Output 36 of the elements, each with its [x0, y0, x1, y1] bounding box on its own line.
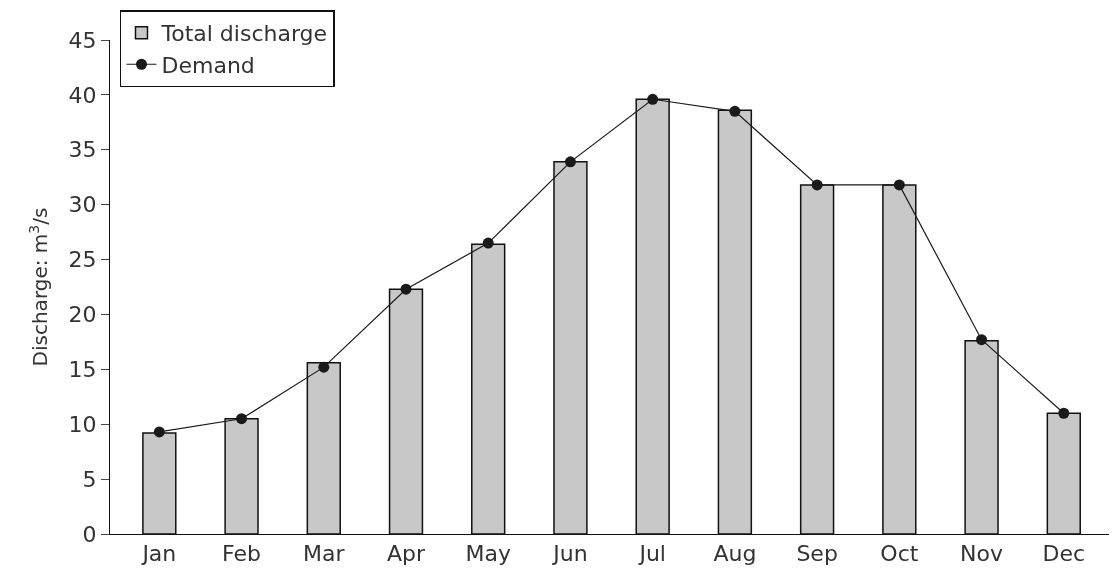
y-tick-label: 25 [68, 247, 97, 273]
x-tick-label: Oct [880, 541, 919, 567]
point [647, 93, 659, 105]
point [318, 361, 330, 373]
x-tick-label: Jun [551, 541, 588, 567]
y-tick-label: 40 [68, 82, 97, 108]
point [400, 283, 412, 295]
point [976, 334, 988, 346]
point [482, 237, 494, 249]
legend-label: Total discharge [160, 21, 328, 47]
y-tick-label: 15 [68, 357, 97, 383]
x-tick-label: Jul [637, 541, 666, 567]
point [564, 156, 576, 168]
x-tick-label: Aug [713, 541, 757, 567]
point [729, 105, 741, 117]
x-tick-label: Feb [222, 541, 262, 567]
point [893, 179, 905, 191]
x-tick-label: Nov [960, 541, 1004, 567]
x-tick-label: May [465, 541, 511, 567]
y-tick-label: 5 [82, 466, 97, 492]
y-tick-label: 20 [68, 302, 97, 328]
legend-label: Demand [161, 52, 255, 78]
y-tick-label: 10 [68, 411, 97, 437]
y-tick-label: 35 [68, 137, 97, 163]
point [1058, 407, 1070, 419]
y-tick-label: 30 [68, 192, 97, 218]
x-tick-label: Sep [796, 541, 838, 567]
y-tick-label: 45 [68, 27, 97, 53]
x-tick-label: Apr [386, 541, 426, 567]
y-tick-label: 0 [82, 521, 97, 547]
x-tick-label: Mar [303, 541, 346, 567]
x-tick-label: Jan [140, 541, 177, 567]
point [236, 413, 248, 425]
point [811, 179, 823, 191]
x-tick-label: Dec [1042, 541, 1086, 567]
point [153, 426, 165, 438]
